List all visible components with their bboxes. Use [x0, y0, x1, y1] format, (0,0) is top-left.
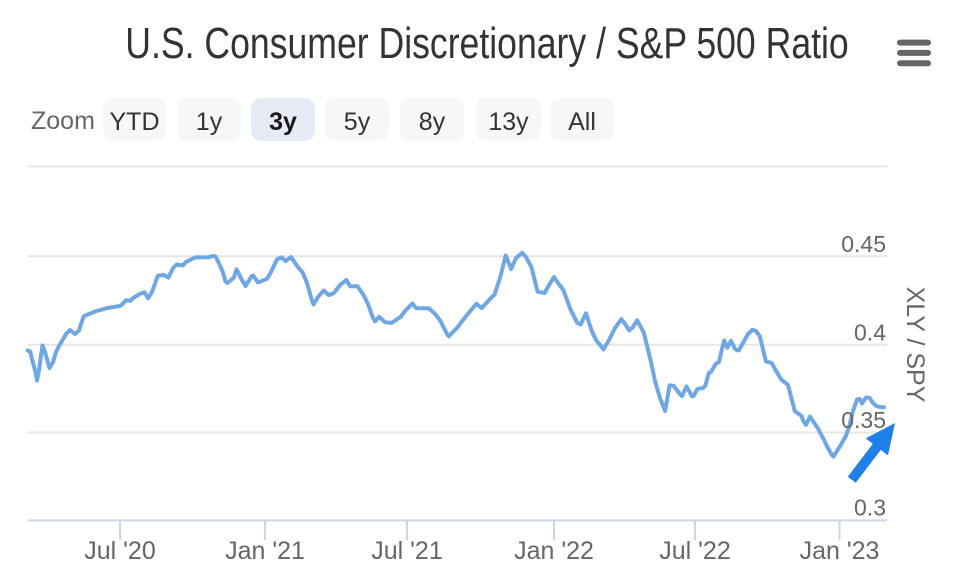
- svg-text:0.45: 0.45: [841, 231, 886, 257]
- svg-text:Jul '22: Jul '22: [659, 537, 730, 565]
- svg-text:Jan '23: Jan '23: [800, 537, 880, 565]
- svg-text:0.4: 0.4: [854, 319, 886, 345]
- svg-text:Jul '20: Jul '20: [84, 537, 155, 565]
- svg-text:0.35: 0.35: [841, 407, 886, 433]
- svg-text:0.3: 0.3: [854, 494, 886, 520]
- svg-text:XLY / SPY: XLY / SPY: [901, 287, 929, 403]
- svg-text:Jul '21: Jul '21: [371, 537, 442, 565]
- svg-text:Jan '22: Jan '22: [514, 537, 594, 565]
- svg-text:Jan '21: Jan '21: [225, 537, 305, 565]
